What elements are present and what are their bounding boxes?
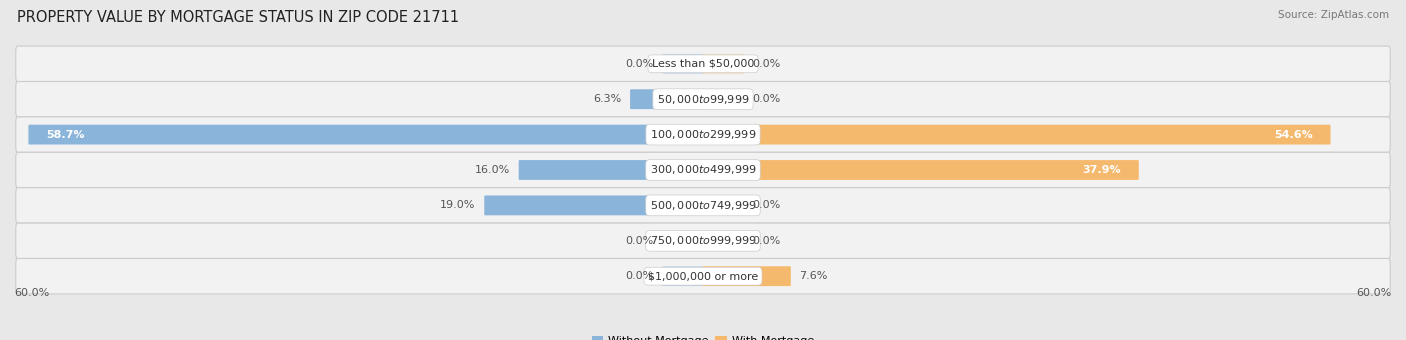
Text: Less than $50,000: Less than $50,000: [652, 59, 754, 69]
Text: 60.0%: 60.0%: [14, 288, 49, 298]
FancyBboxPatch shape: [662, 231, 703, 251]
Text: 0.0%: 0.0%: [752, 94, 780, 104]
FancyBboxPatch shape: [703, 54, 744, 74]
FancyBboxPatch shape: [15, 223, 1391, 258]
Text: 58.7%: 58.7%: [46, 130, 84, 140]
FancyBboxPatch shape: [703, 195, 744, 215]
Text: 0.0%: 0.0%: [626, 271, 654, 281]
FancyBboxPatch shape: [703, 89, 744, 109]
Text: 60.0%: 60.0%: [1357, 288, 1392, 298]
FancyBboxPatch shape: [15, 188, 1391, 223]
Text: 0.0%: 0.0%: [752, 236, 780, 246]
Text: 0.0%: 0.0%: [626, 236, 654, 246]
Text: 0.0%: 0.0%: [752, 59, 780, 69]
Text: 19.0%: 19.0%: [440, 200, 475, 210]
Text: PROPERTY VALUE BY MORTGAGE STATUS IN ZIP CODE 21711: PROPERTY VALUE BY MORTGAGE STATUS IN ZIP…: [17, 10, 458, 25]
Text: $500,000 to $749,999: $500,000 to $749,999: [650, 199, 756, 212]
FancyBboxPatch shape: [519, 160, 703, 180]
Text: 0.0%: 0.0%: [626, 59, 654, 69]
Text: $300,000 to $499,999: $300,000 to $499,999: [650, 164, 756, 176]
Text: 6.3%: 6.3%: [593, 94, 621, 104]
Text: $1,000,000 or more: $1,000,000 or more: [648, 271, 758, 281]
Text: 7.6%: 7.6%: [800, 271, 828, 281]
FancyBboxPatch shape: [15, 152, 1391, 188]
FancyBboxPatch shape: [703, 266, 790, 286]
FancyBboxPatch shape: [662, 266, 703, 286]
Text: 37.9%: 37.9%: [1083, 165, 1121, 175]
FancyBboxPatch shape: [15, 82, 1391, 117]
Text: Source: ZipAtlas.com: Source: ZipAtlas.com: [1278, 10, 1389, 20]
Legend: Without Mortgage, With Mortgage: Without Mortgage, With Mortgage: [588, 331, 818, 340]
FancyBboxPatch shape: [630, 89, 703, 109]
Text: 54.6%: 54.6%: [1274, 130, 1313, 140]
FancyBboxPatch shape: [28, 125, 703, 144]
FancyBboxPatch shape: [703, 125, 1330, 144]
Text: $50,000 to $99,999: $50,000 to $99,999: [657, 93, 749, 106]
FancyBboxPatch shape: [703, 231, 744, 251]
FancyBboxPatch shape: [15, 258, 1391, 294]
FancyBboxPatch shape: [484, 195, 703, 215]
FancyBboxPatch shape: [15, 117, 1391, 152]
Text: $100,000 to $299,999: $100,000 to $299,999: [650, 128, 756, 141]
Text: 16.0%: 16.0%: [475, 165, 510, 175]
Text: 0.0%: 0.0%: [752, 200, 780, 210]
FancyBboxPatch shape: [703, 160, 1139, 180]
FancyBboxPatch shape: [662, 54, 703, 74]
Text: $750,000 to $999,999: $750,000 to $999,999: [650, 234, 756, 247]
FancyBboxPatch shape: [15, 46, 1391, 82]
